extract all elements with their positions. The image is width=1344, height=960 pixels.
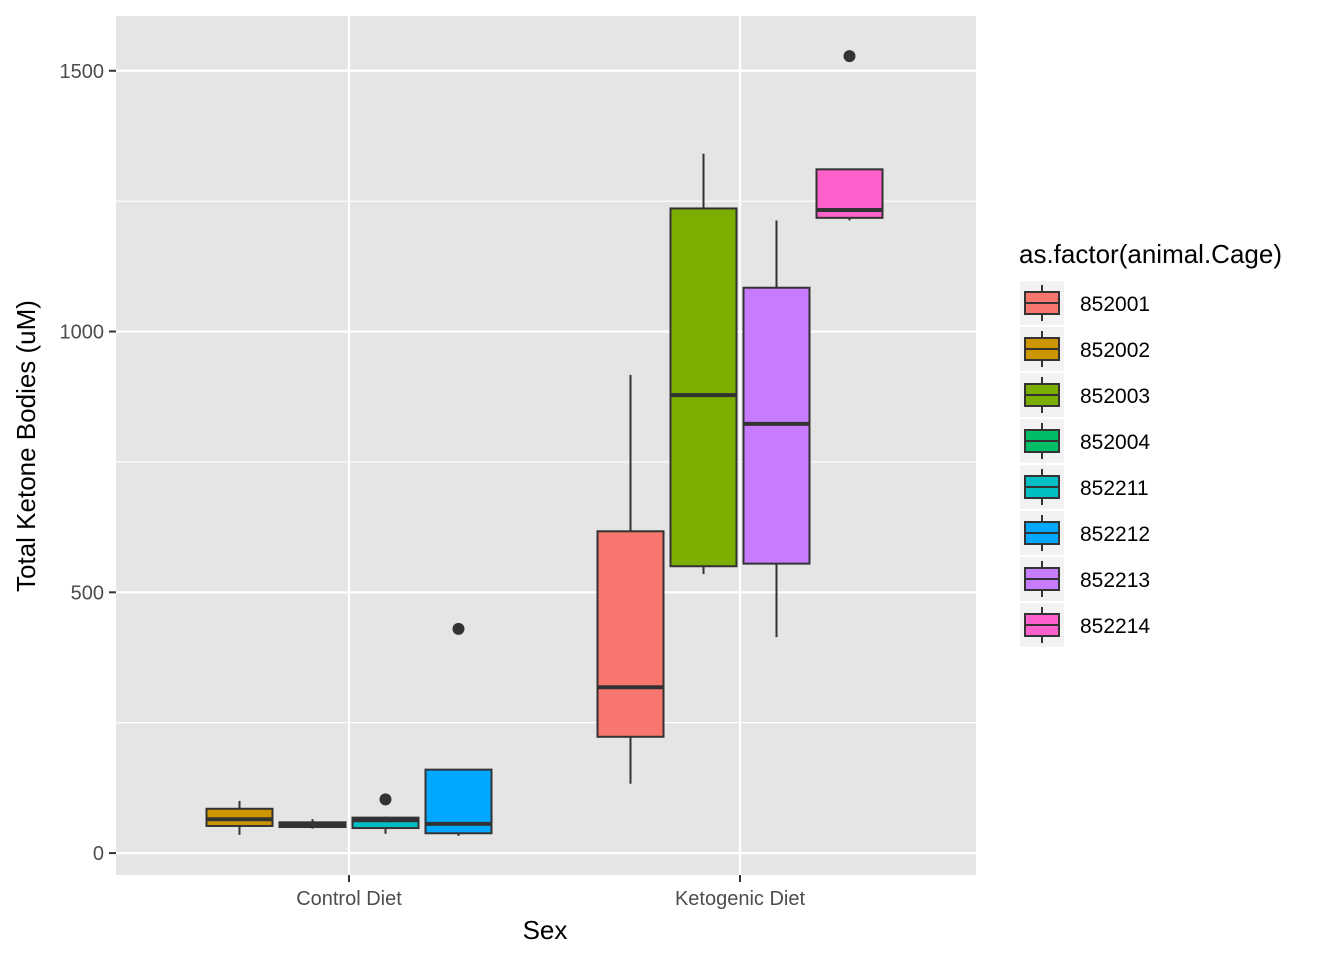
y-axis: 0 500 1000 1500	[60, 61, 116, 865]
legend: as.factor(animal.Cage) 85200185200285200…	[1019, 239, 1282, 647]
legend-label: 852004	[1080, 431, 1150, 454]
outlier-point	[843, 50, 856, 63]
legend-label: 852002	[1080, 339, 1150, 362]
grid-major	[116, 16, 976, 875]
legend-items: 852001 852002 852003 852004 852211 852212 8522…	[1020, 281, 1150, 647]
legend-item-852001: 852001	[1020, 281, 1150, 325]
x-tick-label: Ketogenic Diet	[675, 888, 806, 910]
box-852212	[424, 622, 493, 836]
box-852001	[596, 374, 665, 784]
legend-label: 852212	[1080, 523, 1150, 546]
x-axis-title: Sex	[523, 915, 568, 945]
box-852214	[815, 50, 884, 221]
y-tick-label: 1000	[60, 322, 105, 344]
outlier-point	[452, 622, 465, 635]
y-axis-title: Total Ketone Bodies (uM)	[11, 300, 41, 592]
box-852003	[669, 153, 738, 575]
box-iqr	[351, 816, 420, 830]
legend-item-852002: 852002	[1020, 327, 1150, 371]
box-852004	[278, 819, 347, 829]
legend-item-852214: 852214	[1020, 603, 1150, 647]
legend-item-852211: 852211	[1020, 465, 1149, 509]
plot-panel	[116, 16, 976, 875]
box-852211	[351, 793, 420, 834]
boxes	[205, 50, 884, 836]
y-tick-label: 0	[93, 843, 104, 865]
legend-title: as.factor(animal.Cage)	[1019, 239, 1282, 269]
legend-item-852003: 852003	[1020, 373, 1150, 417]
legend-item-852212: 852212	[1020, 511, 1150, 555]
outlier-point	[379, 793, 392, 806]
legend-label: 852001	[1080, 293, 1150, 316]
legend-item-852004: 852004	[1020, 419, 1150, 463]
legend-label: 852211	[1080, 477, 1149, 500]
x-axis: Control Diet Ketogenic Diet	[296, 875, 805, 910]
y-tick-label: 500	[71, 582, 104, 604]
box-852002	[205, 800, 274, 835]
box-iqr	[669, 207, 738, 568]
legend-label: 852003	[1080, 385, 1150, 408]
box-852213	[742, 220, 811, 638]
legend-label: 852214	[1080, 615, 1150, 638]
box-iqr	[596, 530, 665, 738]
y-tick-label: 1500	[60, 61, 105, 83]
legend-label: 852213	[1080, 569, 1150, 592]
legend-item-852213: 852213	[1020, 557, 1150, 601]
x-tick-label: Control Diet	[296, 888, 402, 910]
